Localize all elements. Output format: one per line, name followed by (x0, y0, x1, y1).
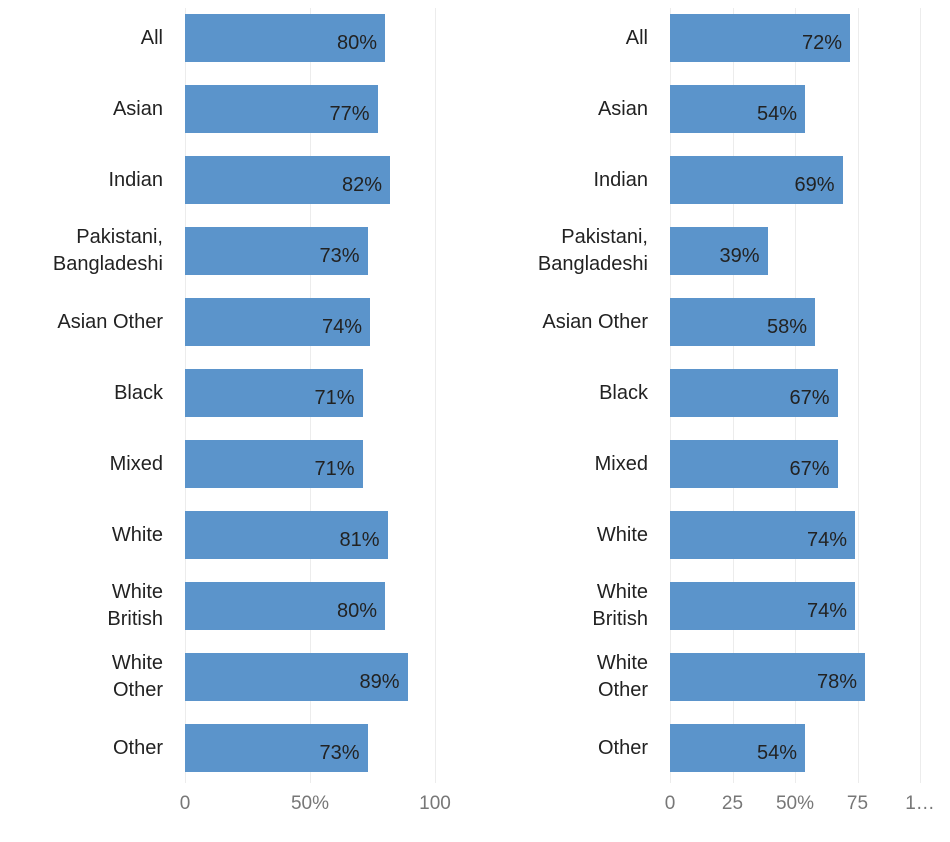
bar (185, 14, 385, 62)
x-tick-label: 50% (290, 793, 330, 814)
grid-line (857, 8, 859, 783)
bar (185, 298, 370, 346)
category-label: All (140, 26, 163, 49)
category-label: Black (599, 381, 648, 404)
category-label: All (625, 26, 648, 49)
bar (670, 724, 805, 772)
x-tick-label: 25 (721, 793, 744, 814)
value-label: 54% (756, 103, 797, 125)
value-label: 54% (756, 742, 797, 764)
category-label: White British (107, 581, 163, 630)
x-tick-label: 0 (664, 793, 676, 814)
bar (670, 156, 843, 204)
value-label: 80% (336, 600, 377, 622)
category-label: Mixed (594, 452, 648, 475)
value-label: 77% (329, 103, 370, 125)
bar (670, 653, 865, 701)
category-label: Mixed (109, 452, 163, 475)
value-label: 78% (816, 671, 857, 693)
category-label: White Other (111, 652, 163, 701)
category-label: Other (597, 736, 648, 759)
value-label: 73% (319, 245, 360, 267)
value-label: 82% (341, 174, 382, 196)
category-label: Black (114, 381, 163, 404)
bar (670, 440, 838, 488)
value-label: 69% (794, 174, 835, 196)
category-label: Pakistani, Bangladeshi (52, 226, 163, 275)
category-label: White (596, 523, 648, 546)
value-label: 89% (359, 671, 400, 693)
grid-line (435, 8, 436, 783)
value-label: 73% (319, 742, 360, 764)
value-label: 74% (806, 600, 847, 622)
value-label: 74% (321, 316, 362, 338)
value-label: 67% (789, 387, 830, 409)
x-tick-label: 75 (846, 793, 869, 814)
x-tick-label: 0 (179, 793, 191, 814)
bar (185, 582, 385, 630)
value-label: 72% (801, 32, 842, 54)
x-tick-label: 100 (419, 793, 451, 814)
category-label: Indian (593, 168, 649, 191)
value-label: 74% (806, 529, 847, 551)
bar (185, 440, 363, 488)
bar (670, 298, 815, 346)
grid-line (920, 8, 921, 783)
value-label: 67% (789, 458, 830, 480)
bar (185, 724, 368, 772)
bar (670, 369, 838, 417)
category-label: Asian Other (57, 310, 163, 333)
category-label: White British (592, 581, 648, 630)
bar (185, 511, 388, 559)
bar (670, 227, 768, 275)
value-label: 81% (339, 529, 380, 551)
value-label: 71% (314, 387, 355, 409)
bar (185, 369, 363, 417)
category-label: Asian Other (542, 310, 648, 333)
bar (185, 653, 408, 701)
value-label: 71% (314, 458, 355, 480)
category-label: Asian (112, 97, 163, 120)
bar (670, 85, 805, 133)
bar (185, 85, 378, 133)
category-label: Other (112, 736, 163, 759)
bar (670, 582, 855, 630)
bar (185, 156, 390, 204)
x-tick-label: 1… (905, 793, 935, 814)
category-label: Indian (108, 168, 164, 191)
category-label: White (111, 523, 163, 546)
category-label: White Other (596, 652, 648, 701)
value-label: 80% (336, 32, 377, 54)
category-label: Asian (597, 97, 648, 120)
x-tick-label: 50% (775, 793, 815, 814)
bar (185, 227, 368, 275)
category-label: Pakistani, Bangladeshi (537, 226, 648, 275)
bar (670, 511, 855, 559)
value-label: 58% (766, 316, 807, 338)
bar (670, 14, 850, 62)
value-label: 39% (719, 245, 760, 267)
